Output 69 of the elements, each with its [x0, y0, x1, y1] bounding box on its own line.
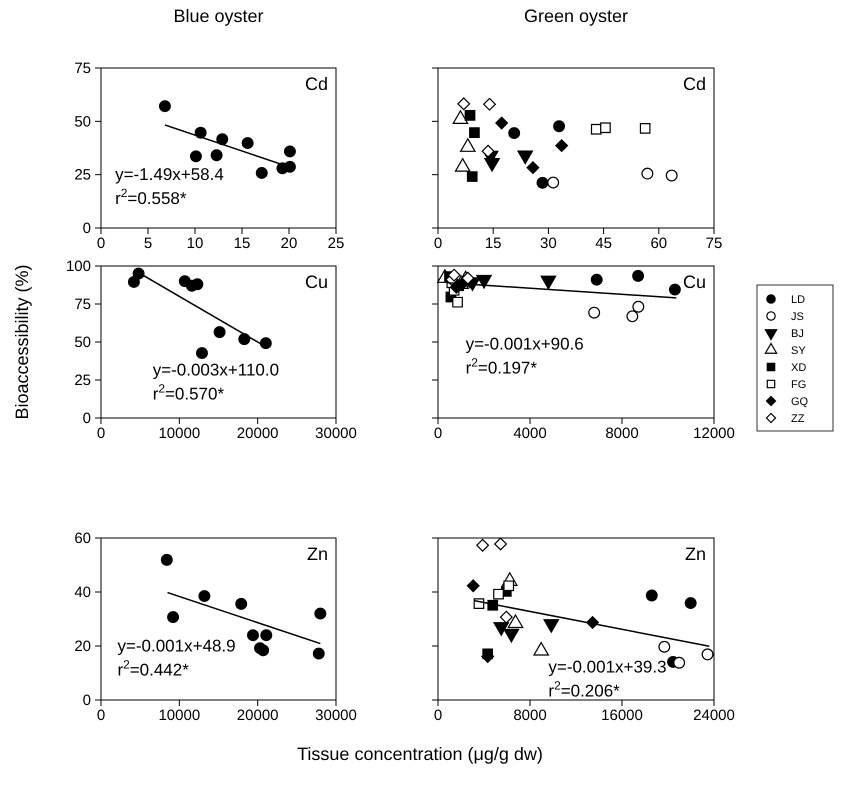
x-tick-label: 10	[186, 235, 204, 252]
x-tick-label: 0	[96, 425, 106, 442]
legend-label: ZZ	[791, 413, 805, 425]
x-tick-label: 0	[434, 707, 442, 724]
legend-label: LD	[791, 294, 806, 306]
annotation: r$^{2}$=0.206*	[548, 678, 620, 700]
chart-title: Blue oyster	[173, 6, 264, 26]
annotation: y=-0.001x+48.9	[117, 636, 236, 656]
legend-label: BJ	[791, 328, 804, 340]
x-tick-label: 15	[484, 235, 502, 252]
x-tick-label: 30	[540, 235, 557, 252]
x-tick-label: 12000	[693, 425, 735, 442]
y-tick-label: 75	[74, 60, 91, 77]
annotation: r$^{2}$=0.570*	[152, 381, 224, 404]
annotation: r$^{2}$=0.442*	[117, 657, 190, 680]
x-tick-label: 8000	[605, 425, 639, 442]
annotation: y=-0.003x+110.0	[152, 360, 280, 380]
y-tick-label: 0	[82, 220, 91, 237]
annotation: r$^{2}$=0.197*	[466, 356, 538, 378]
x-tick-label: 15	[234, 235, 250, 252]
y-tick-label: 100	[66, 258, 91, 275]
annotation: Cu	[682, 272, 706, 292]
x-axis-title: Tissue concentration (μg/g dw)	[297, 744, 543, 764]
annotation: Cu	[304, 272, 328, 292]
x-tick-label: 0	[96, 707, 106, 724]
annotation: Zn	[306, 544, 328, 564]
x-tick-label: 30000	[315, 425, 357, 442]
x-tick-label: 24000	[693, 707, 735, 724]
y-tick-label: 0	[82, 410, 91, 427]
legend-label: GQ	[791, 396, 809, 408]
x-tick-label: 25	[328, 235, 344, 252]
legend-label: XD	[791, 362, 806, 374]
y-tick-label: 25	[74, 372, 91, 389]
y-tick-label: 50	[74, 113, 91, 130]
legend-label: FG	[791, 379, 806, 391]
x-tick-label: 30000	[315, 707, 357, 724]
annotation: Cd	[682, 74, 706, 94]
y-tick-label: 60	[74, 530, 91, 547]
x-tick-label: 0	[434, 235, 442, 252]
y-tick-label: 25	[74, 166, 91, 184]
x-tick-label: 4000	[513, 425, 547, 442]
x-tick-label: 8000	[513, 707, 547, 724]
annotation: y=-0.001x+39.3	[548, 657, 667, 676]
x-tick-label: 20	[280, 235, 298, 252]
x-tick-label: 0	[434, 425, 442, 442]
y-tick-label: 50	[74, 334, 91, 351]
x-tick-label: 10000	[158, 425, 200, 442]
annotation: r$^{2}$=0.558*	[115, 186, 187, 208]
x-tick-label: 5	[144, 235, 152, 252]
annotation: Cd	[304, 74, 328, 94]
y-tick-label: 40	[74, 584, 91, 601]
annotation: Zn	[684, 544, 706, 564]
legend-label: JS	[791, 311, 804, 323]
y-tick-label: 20	[74, 638, 91, 655]
x-tick-label: 60	[650, 235, 668, 252]
chart-title: Green oyster	[524, 6, 628, 26]
legend-label: SY	[791, 345, 806, 357]
y-tick-label: 75	[74, 296, 91, 313]
x-tick-label: 45	[595, 235, 612, 252]
y-tick-label: 0	[82, 692, 91, 709]
x-tick-label: 20000	[236, 425, 279, 442]
x-tick-label: 20000	[236, 707, 279, 724]
y-axis-title: Bioaccessibility (%)	[12, 264, 32, 420]
x-tick-label: 75	[706, 235, 722, 252]
x-tick-label: 16000	[601, 707, 643, 724]
x-tick-label: 10000	[158, 707, 200, 724]
x-tick-label: 0	[96, 235, 106, 252]
annotation: y=-0.001x+90.6	[466, 334, 584, 354]
annotation: y=-1.49x+58.4	[115, 165, 224, 184]
